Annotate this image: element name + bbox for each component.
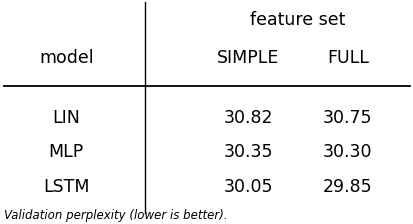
Text: 30.35: 30.35 (223, 143, 273, 161)
Text: LSTM: LSTM (43, 178, 89, 196)
Text: 30.05: 30.05 (223, 178, 273, 196)
Text: FULL: FULL (326, 49, 368, 67)
Text: 29.85: 29.85 (322, 178, 372, 196)
Text: feature set: feature set (250, 11, 345, 29)
Text: LIN: LIN (52, 109, 80, 127)
Text: MLP: MLP (48, 143, 84, 161)
Text: 30.82: 30.82 (223, 109, 273, 127)
Text: Validation perplexity (lower is better).: Validation perplexity (lower is better). (4, 209, 227, 222)
Text: 30.30: 30.30 (322, 143, 372, 161)
Text: model: model (39, 49, 93, 67)
Text: 30.75: 30.75 (322, 109, 372, 127)
Text: SIMPLE: SIMPLE (217, 49, 279, 67)
